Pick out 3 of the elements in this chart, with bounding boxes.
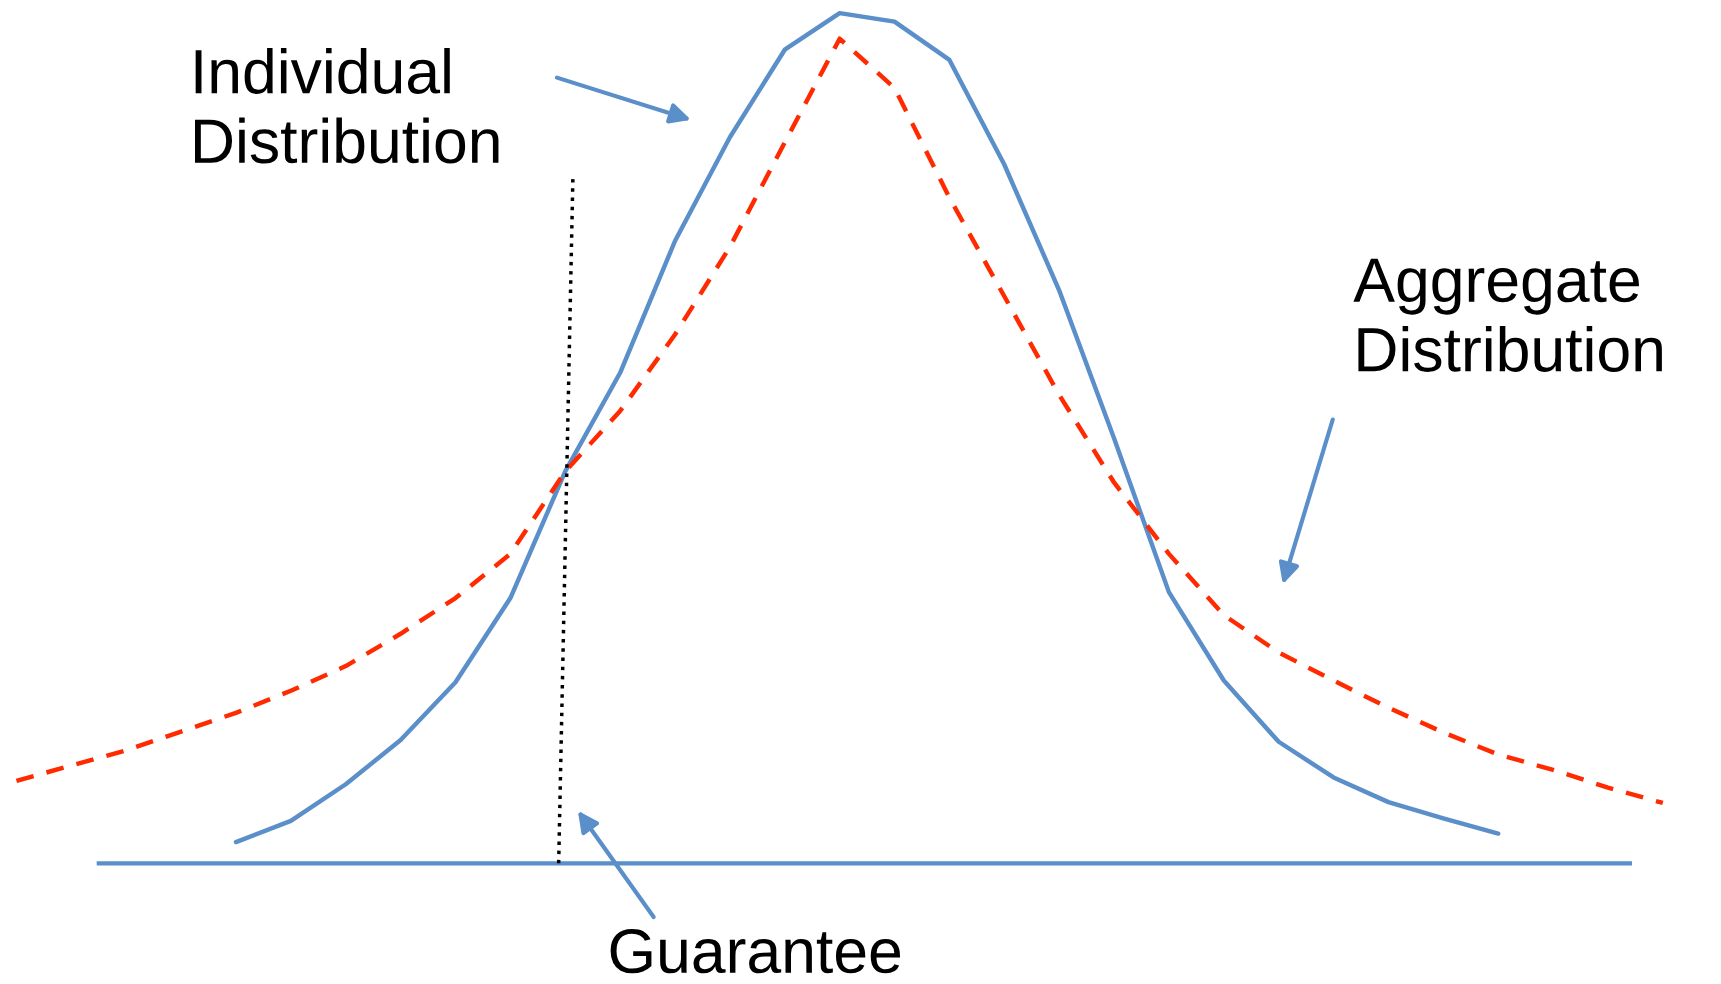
- annotation: Aggregate Distribution: [1353, 258, 1662, 372]
- text: Guarantee: [610, 929, 901, 974]
- annotation: Individual Distribution: [195, 47, 499, 164]
